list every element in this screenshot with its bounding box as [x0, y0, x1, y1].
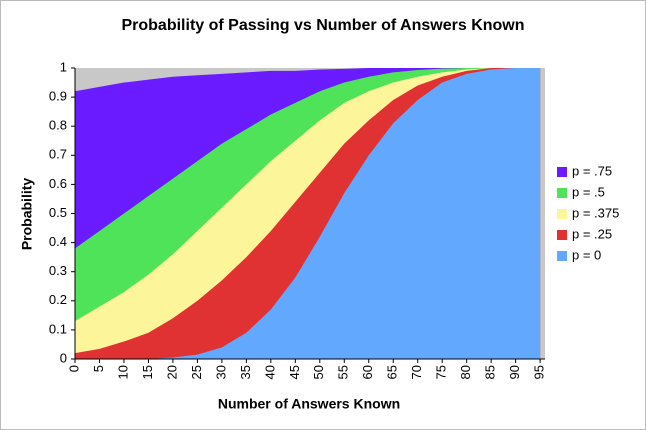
y-tick-label: 0.8 — [49, 118, 67, 133]
chart-title: Probability of Passing vs Number of Answ… — [121, 17, 524, 34]
y-axis-title: Probability — [19, 178, 35, 251]
x-tick-label: 65 — [385, 365, 400, 379]
y-tick-label: 1 — [60, 59, 67, 74]
x-tick-label: 15 — [140, 365, 155, 379]
x-tick-label: 50 — [311, 365, 326, 379]
x-tick-label: 30 — [213, 365, 228, 379]
y-tick-label: 0.2 — [49, 292, 67, 307]
x-tick-label: 25 — [189, 365, 204, 379]
legend-label: p = .375 — [572, 205, 619, 220]
x-tick-label: 0 — [66, 365, 81, 372]
y-tick-label: 0.3 — [49, 263, 67, 278]
y-tick-label: 0 — [60, 350, 67, 365]
y-tick-label: 0.4 — [49, 234, 67, 249]
legend-swatch — [557, 251, 567, 261]
legend-swatch — [557, 188, 567, 198]
legend-label: p = 0 — [572, 247, 601, 262]
x-tick-label: 20 — [164, 365, 179, 379]
x-tick-label: 95 — [532, 365, 547, 379]
legend-swatch — [557, 167, 567, 177]
x-tick-label: 35 — [238, 365, 253, 379]
x-tick-label: 10 — [115, 365, 130, 379]
legend-label: p = .25 — [572, 226, 612, 241]
y-tick-label: 0.1 — [49, 321, 67, 336]
x-tick-label: 75 — [434, 365, 449, 379]
x-tick-label: 45 — [287, 365, 302, 379]
legend-label: p = .75 — [572, 163, 612, 178]
legend-swatch — [557, 230, 567, 240]
x-tick-label: 85 — [483, 365, 498, 379]
x-tick-label: 80 — [458, 365, 473, 379]
legend-swatch — [557, 209, 567, 219]
x-tick-label: 60 — [360, 365, 375, 379]
legend-label: p = .5 — [572, 184, 605, 199]
x-tick-label: 70 — [409, 365, 424, 379]
area — [75, 68, 541, 359]
x-tick-label: 90 — [507, 365, 522, 379]
x-axis-title: Number of Answers Known — [218, 396, 400, 412]
y-tick-label: 0.5 — [49, 205, 67, 220]
x-tick-label: 55 — [336, 365, 351, 379]
y-tick-label: 0.7 — [49, 147, 67, 162]
y-tick-label: 0.9 — [49, 89, 67, 104]
x-tick-label: 5 — [91, 365, 106, 372]
x-tick-label: 40 — [262, 365, 277, 379]
y-tick-label: 0.6 — [49, 176, 67, 191]
